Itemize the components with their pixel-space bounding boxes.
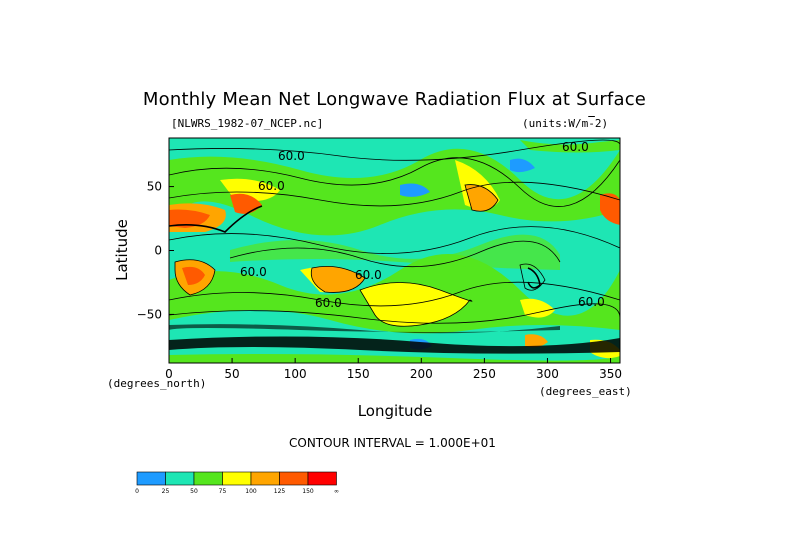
x-tick-label: 200	[410, 367, 433, 381]
x-tick-label: 300	[536, 367, 559, 381]
colorbar-level-label: 50	[190, 488, 198, 495]
x-unit-label: (degrees_east)	[539, 385, 632, 398]
y-tick-label: 0	[154, 244, 162, 258]
contour-label: 60.0	[355, 268, 382, 282]
colorbar-level-label: 100	[245, 488, 257, 495]
x-tick-label: 150	[347, 367, 370, 381]
x-tick-label: 50	[224, 367, 239, 381]
x-tick-label: 0	[165, 367, 173, 381]
colorbar-swatch	[193, 471, 223, 486]
contour-label: 60.0	[240, 265, 267, 279]
colorbar-swatch	[279, 471, 309, 486]
x-tick-label: 350	[599, 367, 622, 381]
x-tick-label: 100	[284, 367, 307, 381]
contour-label: 60.0	[315, 296, 342, 310]
colorbar-level-label: 25	[162, 488, 170, 495]
file-label: [NLWRS_1982-07_NCEP.nc]	[171, 117, 324, 130]
colorbar-level-label: 125	[274, 488, 286, 495]
x-axis-label: Longitude	[358, 402, 433, 420]
colorbar-swatch	[165, 471, 195, 486]
colorbar-level-label: ∞	[334, 488, 339, 495]
contour-label: 60.0	[562, 140, 589, 154]
colorbar-swatch	[250, 471, 280, 486]
contour-label: 60.0	[278, 149, 305, 163]
y-tick-label: 50	[147, 180, 162, 194]
x-tick-label: 250	[473, 367, 496, 381]
contour-label: 60.0	[258, 179, 285, 193]
colorbar-swatch	[307, 471, 337, 486]
colorbar-level-label: 0	[135, 488, 139, 495]
chart-title: Monthly Mean Net Longwave Radiation Flux…	[142, 89, 647, 110]
contour-interval: CONTOUR INTERVAL = 1.000E+01	[289, 436, 496, 450]
units-label: (units:W/m-2)	[522, 117, 609, 130]
heatmap-field	[169, 138, 620, 363]
contour-label: 60.0	[578, 295, 605, 309]
colorbar-level-label: 75	[219, 488, 227, 495]
y-axis-label: Latitude	[113, 219, 131, 281]
colorbar-level-label: 150	[302, 488, 314, 495]
colorbar: 0 25 50 75 100 125 150 ∞	[135, 471, 339, 495]
colorbar-swatch	[222, 471, 252, 486]
colorbar-swatch	[136, 471, 166, 486]
y-unit-label: (degrees_north)	[107, 377, 206, 390]
y-tick-label: −50	[137, 307, 162, 321]
